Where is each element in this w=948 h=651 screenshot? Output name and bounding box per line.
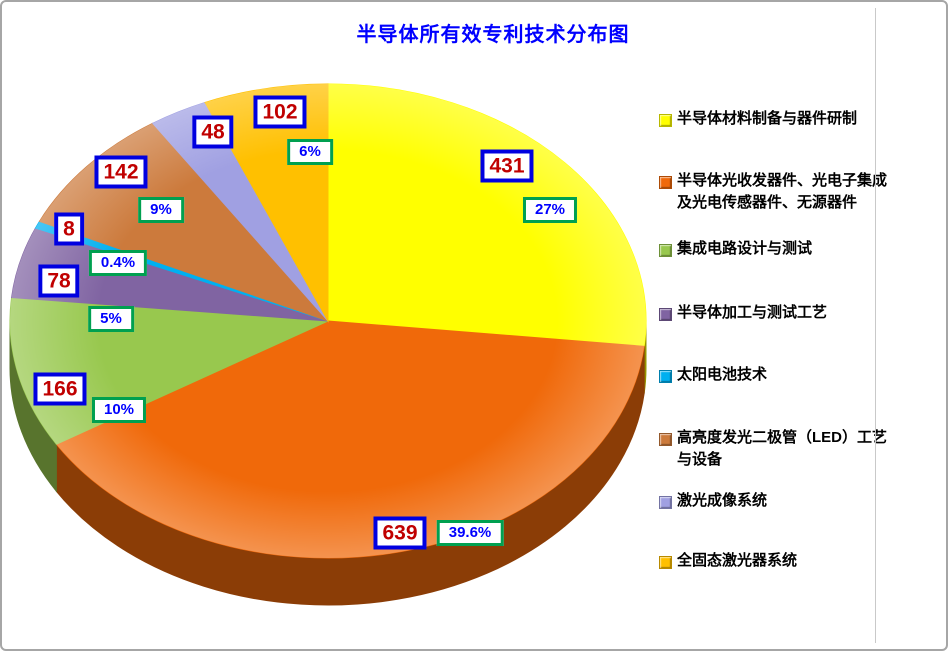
legend-marker-icon [659,370,672,383]
value-label-5[interactable]: 142 [94,155,148,189]
value-label-3[interactable]: 78 [38,264,80,298]
legend-item-1[interactable]: 半导体光收发器件、光电子集成 及光电传感器件、无源器件 [659,170,887,214]
legend-item-label-line: 全固态激光器系统 [677,552,798,569]
value-label-1[interactable]: 639 [373,516,427,550]
value-label-2[interactable]: 166 [33,372,87,406]
legend-item-label-line: 集成电路设计与测试 [677,240,813,257]
legend-item-label: 集成电路设计与测试 [677,238,812,260]
legend-marker-icon [659,308,672,321]
legend-item-label: 半导体材料制备与器件研制 [677,108,857,130]
pie-slice-0[interactable] [327,83,647,347]
legend-item-label: 激光成像系统 [677,490,767,512]
legend-item-label: 半导体加工与测试工艺 [677,302,827,324]
legend-item-label-line: 半导体材料制备与器件研制 [677,110,858,127]
legend-item-0[interactable]: 半导体材料制备与器件研制 [659,108,857,130]
legend-marker-icon [659,433,672,446]
legend-item-label-line: 太阳电池技术 [677,366,768,383]
plot-area-right-border [875,8,876,643]
legend-marker-icon [659,556,672,569]
legend-item-label: 半导体光收发器件、光电子集成 及光电传感器件、无源器件 [677,170,887,214]
legend-item-label-line: 激光成像系统 [677,492,768,509]
legend-item-5[interactable]: 高亮度发光二极管（LED）工艺 与设备 [659,427,887,471]
legend-item-label-line: 高亮度发光二极管（LED）工艺 [677,429,888,446]
legend-item-label: 太阳电池技术 [677,364,767,386]
legend-item-label-line: 半导体加工与测试工艺 [677,304,828,321]
value-label-0[interactable]: 431 [480,149,534,183]
value-label-6[interactable]: 48 [192,115,234,149]
legend-marker-icon [659,114,672,127]
legend-marker-icon [659,496,672,509]
legend-item-label: 全固态激光器系统 [677,550,797,572]
legend: 半导体材料制备与器件研制 半导体光收发器件、光电子集成 及光电传感器件、无源器件 集成… [659,2,889,649]
legend-item-2[interactable]: 集成电路设计与测试 [659,238,812,260]
percent-label-4[interactable]: 0.4% [88,250,148,276]
percent-label-2[interactable]: 10% [91,397,147,423]
percent-label-5[interactable]: 9% [138,197,184,223]
legend-item-label-line: 与设备 [677,451,723,468]
legend-item-label: 高亮度发光二极管（LED）工艺 与设备 [677,427,887,471]
legend-item-6[interactable]: 激光成像系统 [659,490,767,512]
percent-label-0[interactable]: 27% [522,197,578,223]
legend-marker-icon [659,176,672,189]
legend-item-7[interactable]: 全固态激光器系统 [659,550,797,572]
legend-item-label-line: 及光电传感器件、无源器件 [677,194,858,211]
legend-item-label-line: 半导体光收发器件、光电子集成 [677,172,888,189]
value-label-7[interactable]: 102 [253,95,307,129]
percent-label-7[interactable]: 6% [287,139,333,165]
percent-label-1[interactable]: 39.6% [436,520,504,546]
legend-item-3[interactable]: 半导体加工与测试工艺 [659,302,827,324]
chart-title[interactable]: 半导体所有效专利技术分布图 [356,24,630,46]
legend-marker-icon [659,244,672,257]
value-label-4[interactable]: 8 [54,212,84,246]
percent-label-3[interactable]: 5% [88,306,134,332]
legend-item-4[interactable]: 太阳电池技术 [659,364,767,386]
